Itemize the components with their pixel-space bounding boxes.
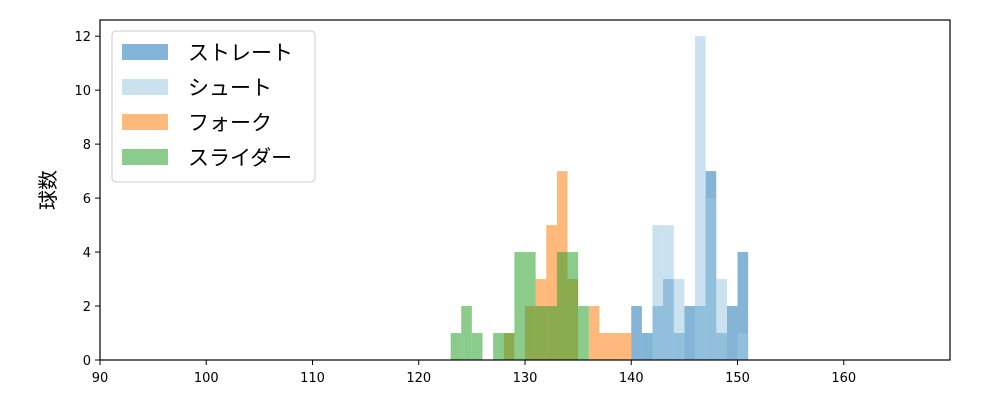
legend-box [111, 30, 316, 183]
histogram-bar [716, 279, 727, 360]
histogram-bar [503, 333, 515, 360]
y-axis: 0 2 4 6 8 10 12 [74, 30, 100, 369]
x-tick-label: 160 [831, 371, 856, 386]
series-2 [652, 36, 749, 360]
histogram-bar [493, 333, 504, 360]
x-tick-label: 130 [513, 371, 538, 386]
histogram-bar [610, 333, 621, 360]
histogram-bar [567, 252, 579, 360]
legend-swatch [122, 44, 168, 60]
histogram-bar [535, 306, 547, 360]
legend-label: シュート [188, 76, 272, 100]
x-tick-label: 150 [725, 371, 750, 386]
histogram-bar [461, 306, 472, 360]
x-tick-label: 110 [300, 371, 325, 386]
x-tick-label: 90 [92, 371, 109, 386]
histogram-bar [641, 333, 653, 360]
x-tick-label: 140 [619, 371, 644, 386]
y-tick-label: 2 [83, 300, 91, 315]
histogram-bar [546, 225, 557, 360]
histogram-bar [471, 333, 483, 360]
series-1 [631, 171, 749, 360]
histogram-bar [737, 252, 749, 360]
histogram-bar [631, 306, 642, 360]
x-axis: 90 100 110 120 130 140 150 160 [92, 360, 856, 386]
y-tick-label: 8 [83, 138, 91, 153]
y-tick-label: 4 [83, 246, 91, 261]
histogram-bar [705, 198, 717, 360]
y-tick-label: 0 [83, 354, 91, 369]
y-axis-label: 球数 [36, 170, 60, 210]
bars-layer [450, 36, 749, 360]
legend-swatch [122, 114, 168, 130]
series-4 [450, 252, 589, 360]
histogram-bar [546, 306, 557, 360]
y-tick-label: 6 [83, 192, 91, 207]
histogram-bar [599, 333, 610, 360]
histogram-bar [652, 225, 664, 360]
x-tick-label: 120 [406, 371, 431, 386]
legend-swatch [122, 149, 168, 165]
y-tick-label: 10 [74, 84, 91, 99]
y-tick-label: 12 [74, 30, 91, 45]
legend-label: フォーク [188, 111, 272, 135]
histogram-bar [450, 333, 462, 360]
histogram-bar [556, 252, 568, 360]
histogram-bar [578, 306, 589, 360]
histogram-bar [620, 333, 632, 360]
histogram-bar [726, 306, 738, 360]
legend-swatch [122, 79, 168, 95]
histogram-bar [673, 279, 685, 360]
histogram-bar [737, 333, 749, 360]
histogram-bar [525, 252, 536, 360]
histogram-bar [684, 306, 695, 360]
histogram-bar [695, 36, 706, 360]
legend-label: ストレート [188, 41, 293, 65]
histogram-bar [663, 225, 674, 360]
histogram-bar [514, 252, 525, 360]
x-tick-label: 100 [194, 371, 219, 386]
legend-label: スライダー [188, 146, 292, 170]
histogram-bar [588, 306, 600, 360]
